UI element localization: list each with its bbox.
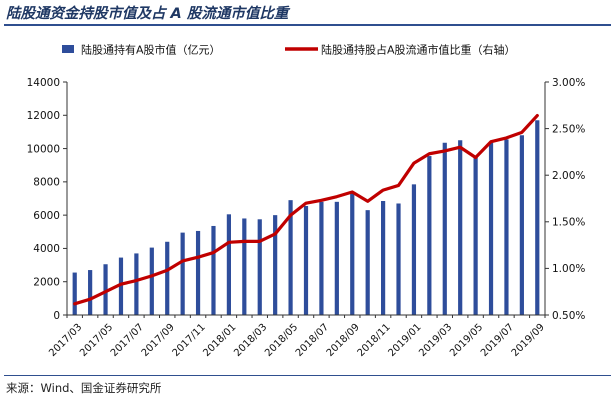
bar-2018/10 [365,210,370,315]
bar-2018/11 [381,201,386,315]
y-left-tick-label: 12000 [27,110,60,122]
bar-2018/12 [396,203,401,315]
y-right-tick-label: 1.00% [552,263,585,275]
y-right-tick-label: 2.00% [552,170,585,182]
line-series [73,113,539,306]
bar-2018/02 [242,218,247,315]
x-tick-label: 2019/09 [510,322,547,359]
bar-2017/11 [195,230,201,315]
x-tick-label: 2018/03 [232,322,269,359]
bar-2017/07 [134,253,139,315]
x-tick-label: 2018/09 [325,322,362,359]
chart-title: 陆股通资金持股市值及占 A 股流通市值比重 [6,6,289,22]
bar-2017/08 [149,247,154,315]
bar-2019/08 [519,135,524,315]
y-left-tick-label: 2000 [33,277,60,289]
y-left-tick-label: 14000 [27,77,60,89]
bar-2018/04 [273,215,278,315]
axes [66,82,546,316]
bar-2019/04 [458,140,463,315]
bar-2019/03 [442,142,447,315]
bar-2019/05 [473,156,478,315]
x-tick-label: 2017/05 [78,322,115,359]
bar-2018/05 [288,200,293,315]
bottom-rule [4,375,611,376]
x-axis: 2017/032017/052017/072017/092017/112018/… [47,315,547,359]
bar-2019/07 [504,139,509,315]
y-left-tick-label: 6000 [33,210,60,222]
y-right-tick-label: 2.50% [552,123,585,135]
bar-2019/01 [411,184,417,315]
bar-2018/07 [319,201,324,315]
x-tick-label: 2018/05 [263,322,300,359]
y-left-tick-label: 8000 [33,177,60,189]
x-tick-label: 2019/05 [448,322,485,359]
y-right-tick-label: 1.50% [552,217,585,229]
bar-2017/09 [165,241,170,315]
legend-bar-label: 陆股通持有A股市值（亿元） [81,43,221,57]
legend-line-label: 陆股通持股占A股流通市值比重（右轴） [321,43,516,57]
bar-series [72,120,540,315]
bar-2017/05 [103,264,108,315]
bar-2017/10 [180,232,185,315]
line-share-ratio [73,113,539,306]
x-tick-label: 2017/09 [140,322,177,359]
bar-2019/02 [427,156,432,315]
bar-2019/06 [488,142,494,315]
bar-2018/08 [334,201,339,315]
y-right-tick-label: 3.00% [552,77,585,89]
x-tick-label: 2017/11 [171,322,208,359]
y-left-tick-label: 0 [53,310,60,322]
bar-2018/03 [257,219,262,315]
y-left-tick-label: 4000 [33,243,60,255]
y-left-axis: 0 2000 4000 6000 8000 10000 12000 14000 [27,77,67,322]
y-right-axis: 0.50% 1.00% 1.50% 2.00% 2.50% 3.00% [545,77,585,322]
legend-bar-swatch [62,45,74,53]
bar-2018/09 [350,193,355,315]
bar-2017/03 [72,272,77,315]
legend: 陆股通持有A股市值（亿元） 陆股通持股占A股流通市值比重（右轴） [62,43,516,57]
bar-2018/01 [226,214,231,315]
x-tick-label: 2019/01 [386,322,423,359]
source-note: 来源：Wind、国金证券研究所 [6,381,162,395]
bar-2017/12 [211,225,216,315]
bar-2019/09 [535,120,540,315]
x-tick-label: 2018/07 [294,322,331,359]
x-tick-label: 2019/03 [417,322,454,359]
x-tick-label: 2017/03 [47,322,84,359]
y-left-tick-label: 10000 [27,143,60,155]
combo-chart: 陆股通持有A股市值（亿元） 陆股通持股占A股流通市值比重（右轴） 0 2000 40… [27,43,586,360]
x-tick-label: 2018/11 [356,322,393,359]
bar-2018/06 [303,205,309,315]
x-tick-label: 2018/01 [201,322,238,359]
bar-2017/06 [118,257,124,315]
bar-2017/04 [88,270,93,315]
top-rule [4,24,611,26]
x-tick-label: 2017/07 [109,322,146,359]
x-tick-label: 2019/07 [479,322,516,359]
y-right-tick-label: 0.50% [552,310,585,322]
